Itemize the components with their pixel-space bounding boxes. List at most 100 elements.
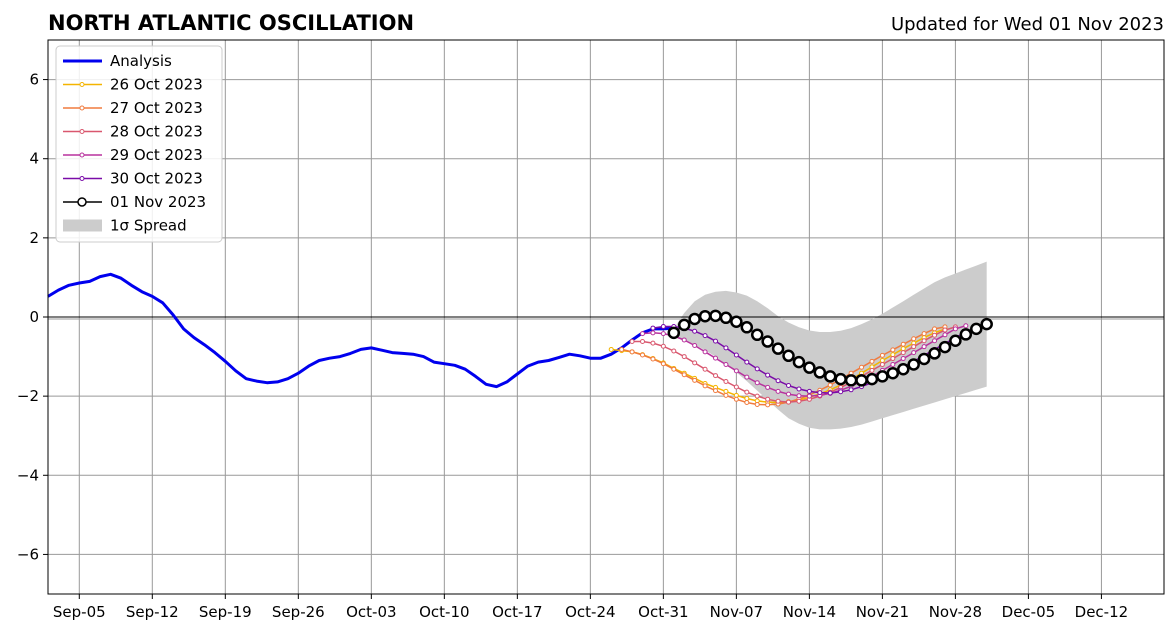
forecast-point	[890, 361, 896, 367]
forecast-point	[660, 323, 666, 329]
forecast-point	[733, 368, 739, 374]
forecast-point	[963, 323, 969, 329]
forecast-point	[932, 332, 938, 338]
latest-forecast-point	[949, 334, 962, 347]
latest-forecast-point	[897, 362, 910, 376]
latest-forecast-point	[959, 328, 973, 341]
forecast-point	[702, 333, 708, 339]
forecast-point	[713, 373, 719, 379]
y-tick-label: −2	[17, 387, 39, 405]
forecast-point	[660, 343, 666, 349]
forecast-point	[608, 346, 614, 352]
latest-forecast-point	[667, 326, 681, 340]
forecast-point	[932, 338, 938, 344]
forecast-point	[775, 378, 781, 384]
forecast-point	[640, 352, 646, 358]
forecast-point	[911, 344, 917, 350]
forecast-point	[681, 354, 687, 360]
forecast-point	[900, 356, 906, 362]
latest-forecast-point	[928, 347, 941, 360]
forecast-point	[827, 382, 833, 388]
legend-swatch-marker	[79, 176, 85, 181]
forecast-point	[848, 387, 854, 393]
latest-forecast-point	[803, 361, 816, 374]
x-tick-label: Nov-28	[929, 603, 982, 621]
legend-swatch-marker	[79, 129, 85, 134]
y-tick-label: −4	[17, 466, 39, 484]
forecast-point	[827, 390, 833, 396]
forecast-point	[890, 347, 896, 353]
forecast-point	[713, 355, 719, 361]
legend-entry: 01 Nov 2023	[63, 193, 206, 211]
forecast-point	[754, 366, 760, 372]
x-tick-label: Oct-10	[419, 603, 469, 621]
legend: Analysis 26 Oct 2023 27 Oct 2023 28 Oct 202…	[55, 45, 223, 243]
forecast-point	[650, 340, 656, 346]
forecast-point	[723, 361, 729, 367]
forecast-point	[723, 392, 729, 398]
forecast-point	[650, 330, 656, 336]
x-tick-label: Sep-12	[126, 603, 179, 621]
forecast-point	[796, 393, 802, 399]
forecast-point	[619, 346, 625, 352]
forecast-point	[806, 388, 812, 394]
forecast-point	[879, 352, 885, 358]
forecast-point	[754, 380, 760, 386]
series-circles	[667, 309, 993, 387]
forecast-point	[744, 359, 750, 365]
forecast-point	[723, 345, 729, 351]
forecast-point	[932, 326, 938, 332]
forecast-point	[723, 379, 729, 385]
forecast-point	[806, 393, 812, 399]
latest-forecast-point	[677, 318, 691, 332]
latest-forecast-point	[823, 370, 837, 383]
forecast-point	[660, 361, 666, 367]
legend-label: 1σ Spread	[110, 217, 187, 235]
x-tick-label: Nov-07	[710, 603, 763, 621]
latest-forecast-point	[792, 355, 806, 369]
forecast-point	[838, 389, 844, 395]
forecast-point	[723, 388, 729, 394]
latest-forecast-point	[844, 374, 858, 387]
forecast-point	[640, 331, 646, 337]
forecast-point	[900, 346, 906, 352]
forecast-point	[650, 356, 656, 362]
forecast-point	[786, 399, 792, 405]
legend-label: 26 Oct 2023	[110, 76, 203, 94]
forecast-point	[733, 392, 739, 398]
forecast-point	[775, 398, 781, 404]
latest-forecast-point	[813, 366, 827, 379]
legend-swatch-marker	[79, 105, 85, 111]
forecast-point	[911, 350, 917, 356]
latest-forecast-point	[980, 317, 993, 331]
legend-entry: 30 Oct 2023	[63, 170, 203, 188]
legend-swatch-marker	[79, 152, 85, 158]
forecast-point	[796, 398, 802, 404]
legend-entry: 28 Oct 2023	[63, 123, 203, 141]
forecast-point	[796, 386, 802, 392]
forecast-point	[911, 336, 917, 342]
x-tick-label: Sep-05	[53, 603, 106, 621]
latest-forecast-point	[834, 372, 847, 386]
forecast-point	[660, 331, 666, 337]
series-analysis	[47, 272, 674, 389]
forecast-point	[629, 339, 635, 345]
y-tick-label: 4	[29, 150, 39, 168]
latest-forecast-point	[917, 352, 931, 366]
latest-forecast-point	[750, 328, 764, 342]
latest-forecast-point	[709, 309, 722, 323]
x-tick-label: Oct-03	[346, 603, 396, 621]
forecast-point	[702, 383, 708, 389]
x-tick-label: Nov-14	[783, 603, 836, 621]
forecast-point	[869, 367, 875, 373]
forecast-point	[879, 358, 885, 364]
latest-forecast-point	[719, 311, 733, 325]
latest-forecast-point	[970, 322, 983, 336]
x-tick-label: Oct-31	[638, 603, 688, 621]
forecast-point	[713, 388, 719, 394]
y-tick-label: 2	[29, 229, 39, 247]
forecast-point	[786, 391, 792, 397]
forecast-point	[900, 341, 906, 347]
forecast-point	[671, 366, 677, 372]
x-tick-label: Sep-19	[199, 603, 252, 621]
